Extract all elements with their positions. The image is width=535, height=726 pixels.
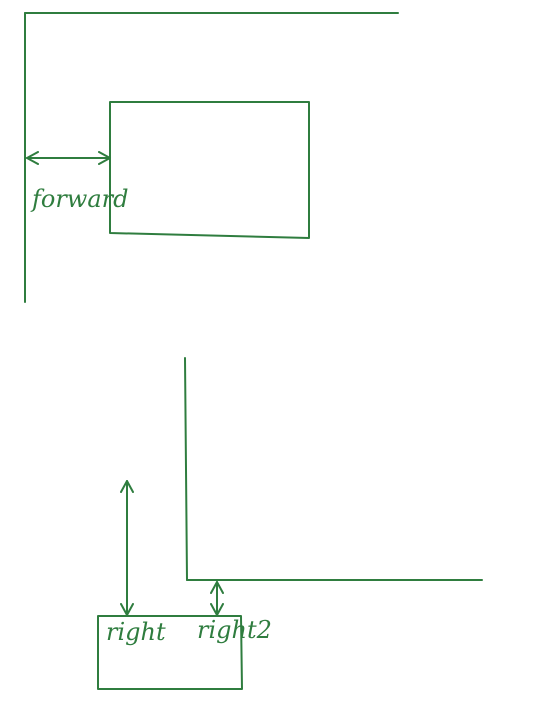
right-label: right bbox=[106, 618, 166, 646]
top-scenario: forward bbox=[24, 12, 399, 303]
forward-label: forward bbox=[30, 185, 129, 213]
right2-label: right2 bbox=[197, 616, 272, 644]
bottom-vehicle-rectangle bbox=[97, 615, 243, 690]
bottom-scenario: right right2 bbox=[97, 357, 483, 690]
top-vehicle-rectangle bbox=[109, 101, 310, 239]
bottom-wall-vertical bbox=[184, 357, 188, 581]
